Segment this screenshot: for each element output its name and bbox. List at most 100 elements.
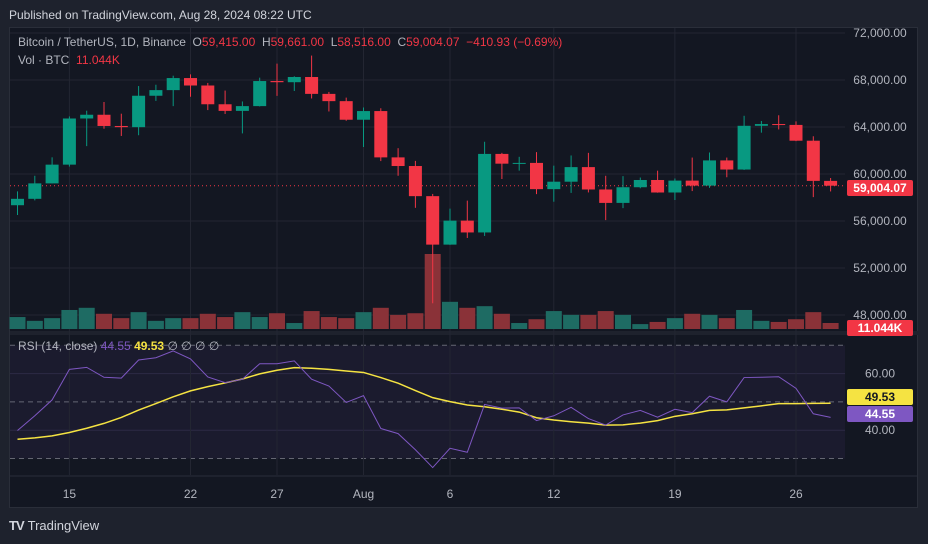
rsi-empty-values: ∅ ∅ ∅ ∅ — [167, 339, 220, 353]
open-value: 59,415.00 — [201, 35, 256, 49]
rsi-ma-badge-background — [847, 389, 913, 405]
price-tick-label: 60,000.00 — [853, 167, 907, 181]
candle — [391, 148, 405, 176]
tradingview-logo-icon: TV — [9, 518, 25, 533]
candle-body — [391, 157, 405, 167]
candle — [253, 77, 267, 107]
volume-bar — [96, 313, 112, 329]
candle-body — [512, 162, 526, 164]
price-tick-label: 68,000.00 — [853, 73, 907, 87]
volume-bar — [234, 312, 251, 329]
candle-body — [287, 77, 301, 83]
last-volume-badge: 11.044K — [847, 320, 913, 336]
candle — [322, 91, 336, 112]
volume-bar — [9, 317, 26, 329]
candle-body — [460, 220, 474, 233]
candle-body — [581, 167, 595, 190]
last-price-badge-text: 59,004.07 — [853, 181, 907, 195]
candle-body — [253, 81, 267, 107]
candle — [460, 200, 474, 238]
volume-bar — [251, 317, 268, 329]
volume-bar — [666, 318, 683, 329]
footer: TV TradingView — [9, 518, 99, 533]
candle-body — [28, 183, 42, 199]
volume-bar — [736, 309, 753, 329]
volume-bar — [165, 318, 182, 329]
open-label: O — [192, 35, 202, 49]
volume-bar — [545, 311, 562, 329]
candle — [11, 191, 24, 215]
close-label: C — [397, 35, 407, 49]
candle-body — [651, 179, 665, 193]
candle-body — [478, 153, 492, 233]
candle-body — [806, 140, 820, 181]
candle — [703, 152, 716, 188]
candle — [235, 101, 249, 134]
candle-body — [547, 181, 561, 190]
candle — [806, 136, 820, 198]
candle-body — [322, 93, 336, 102]
candle — [408, 160, 422, 208]
candle — [62, 116, 76, 167]
volume-bar — [113, 318, 130, 329]
volume-bar — [355, 312, 372, 329]
time-tick-label: 12 — [547, 487, 561, 501]
volume-bar — [372, 307, 389, 329]
candle-body — [720, 160, 734, 170]
change-value: −410.93 (−0.69%) — [466, 35, 563, 49]
rsi-legend: RSI (14, close) 44.55 49.53 ∅ ∅ ∅ ∅ — [18, 339, 219, 353]
volume-bar — [147, 320, 164, 329]
volume-bar — [580, 314, 597, 329]
volume-bar — [597, 311, 614, 329]
candle-body — [703, 160, 716, 186]
candle — [772, 115, 786, 130]
volume-label[interactable]: Vol · BTC — [18, 53, 70, 67]
time-tick-label: 26 — [789, 487, 803, 501]
candle — [824, 177, 838, 192]
last-price-badge: 59,004.07 — [847, 180, 913, 196]
candle — [357, 107, 370, 147]
candle — [547, 165, 561, 202]
price-tick-label: 48,000.00 — [853, 308, 907, 322]
price-tick-label: 56,000.00 — [853, 214, 907, 228]
candle-body — [114, 125, 128, 128]
candle-body — [426, 196, 440, 245]
volume-bar — [476, 306, 493, 329]
candle-body — [772, 124, 786, 126]
volume-bar — [182, 318, 199, 329]
time-tick-label: 22 — [184, 487, 198, 501]
rsi-line — [17, 350, 831, 469]
candle — [651, 170, 665, 193]
candle-body — [45, 164, 59, 184]
symbol-name[interactable]: Bitcoin / TetherUS, 1D, Binance — [18, 35, 186, 49]
volume-bar — [459, 307, 476, 329]
rsi-label[interactable]: RSI (14, close) — [18, 339, 98, 353]
candle — [374, 108, 388, 162]
candle-body — [599, 189, 613, 203]
last-volume-badge-background — [847, 320, 913, 336]
volume-bar — [286, 323, 303, 329]
symbol-legend: Bitcoin / TetherUS, 1D, Binance O59,415.… — [18, 35, 562, 49]
close-value: 59,004.07 — [406, 35, 460, 49]
rsi-badge-background — [847, 406, 913, 422]
footer-brand: TradingView — [27, 518, 100, 533]
candle-body — [235, 106, 249, 111]
candle-body — [408, 166, 422, 197]
high-value: 59,661.00 — [270, 35, 325, 49]
volume-bar — [563, 314, 580, 329]
candle — [305, 55, 319, 99]
candle — [184, 74, 197, 97]
candle — [789, 121, 803, 142]
candle-body — [166, 78, 180, 91]
rsi-ma-value: 49.53 — [134, 339, 165, 353]
candle — [668, 178, 682, 201]
volume-value: 11.044K — [76, 53, 120, 67]
volume-bar — [44, 318, 61, 329]
candle-body — [305, 77, 319, 94]
candle-body — [357, 111, 370, 120]
volume-bar — [770, 321, 787, 329]
candle-body — [754, 124, 768, 126]
candle — [564, 155, 578, 193]
volume-bar — [632, 324, 649, 329]
